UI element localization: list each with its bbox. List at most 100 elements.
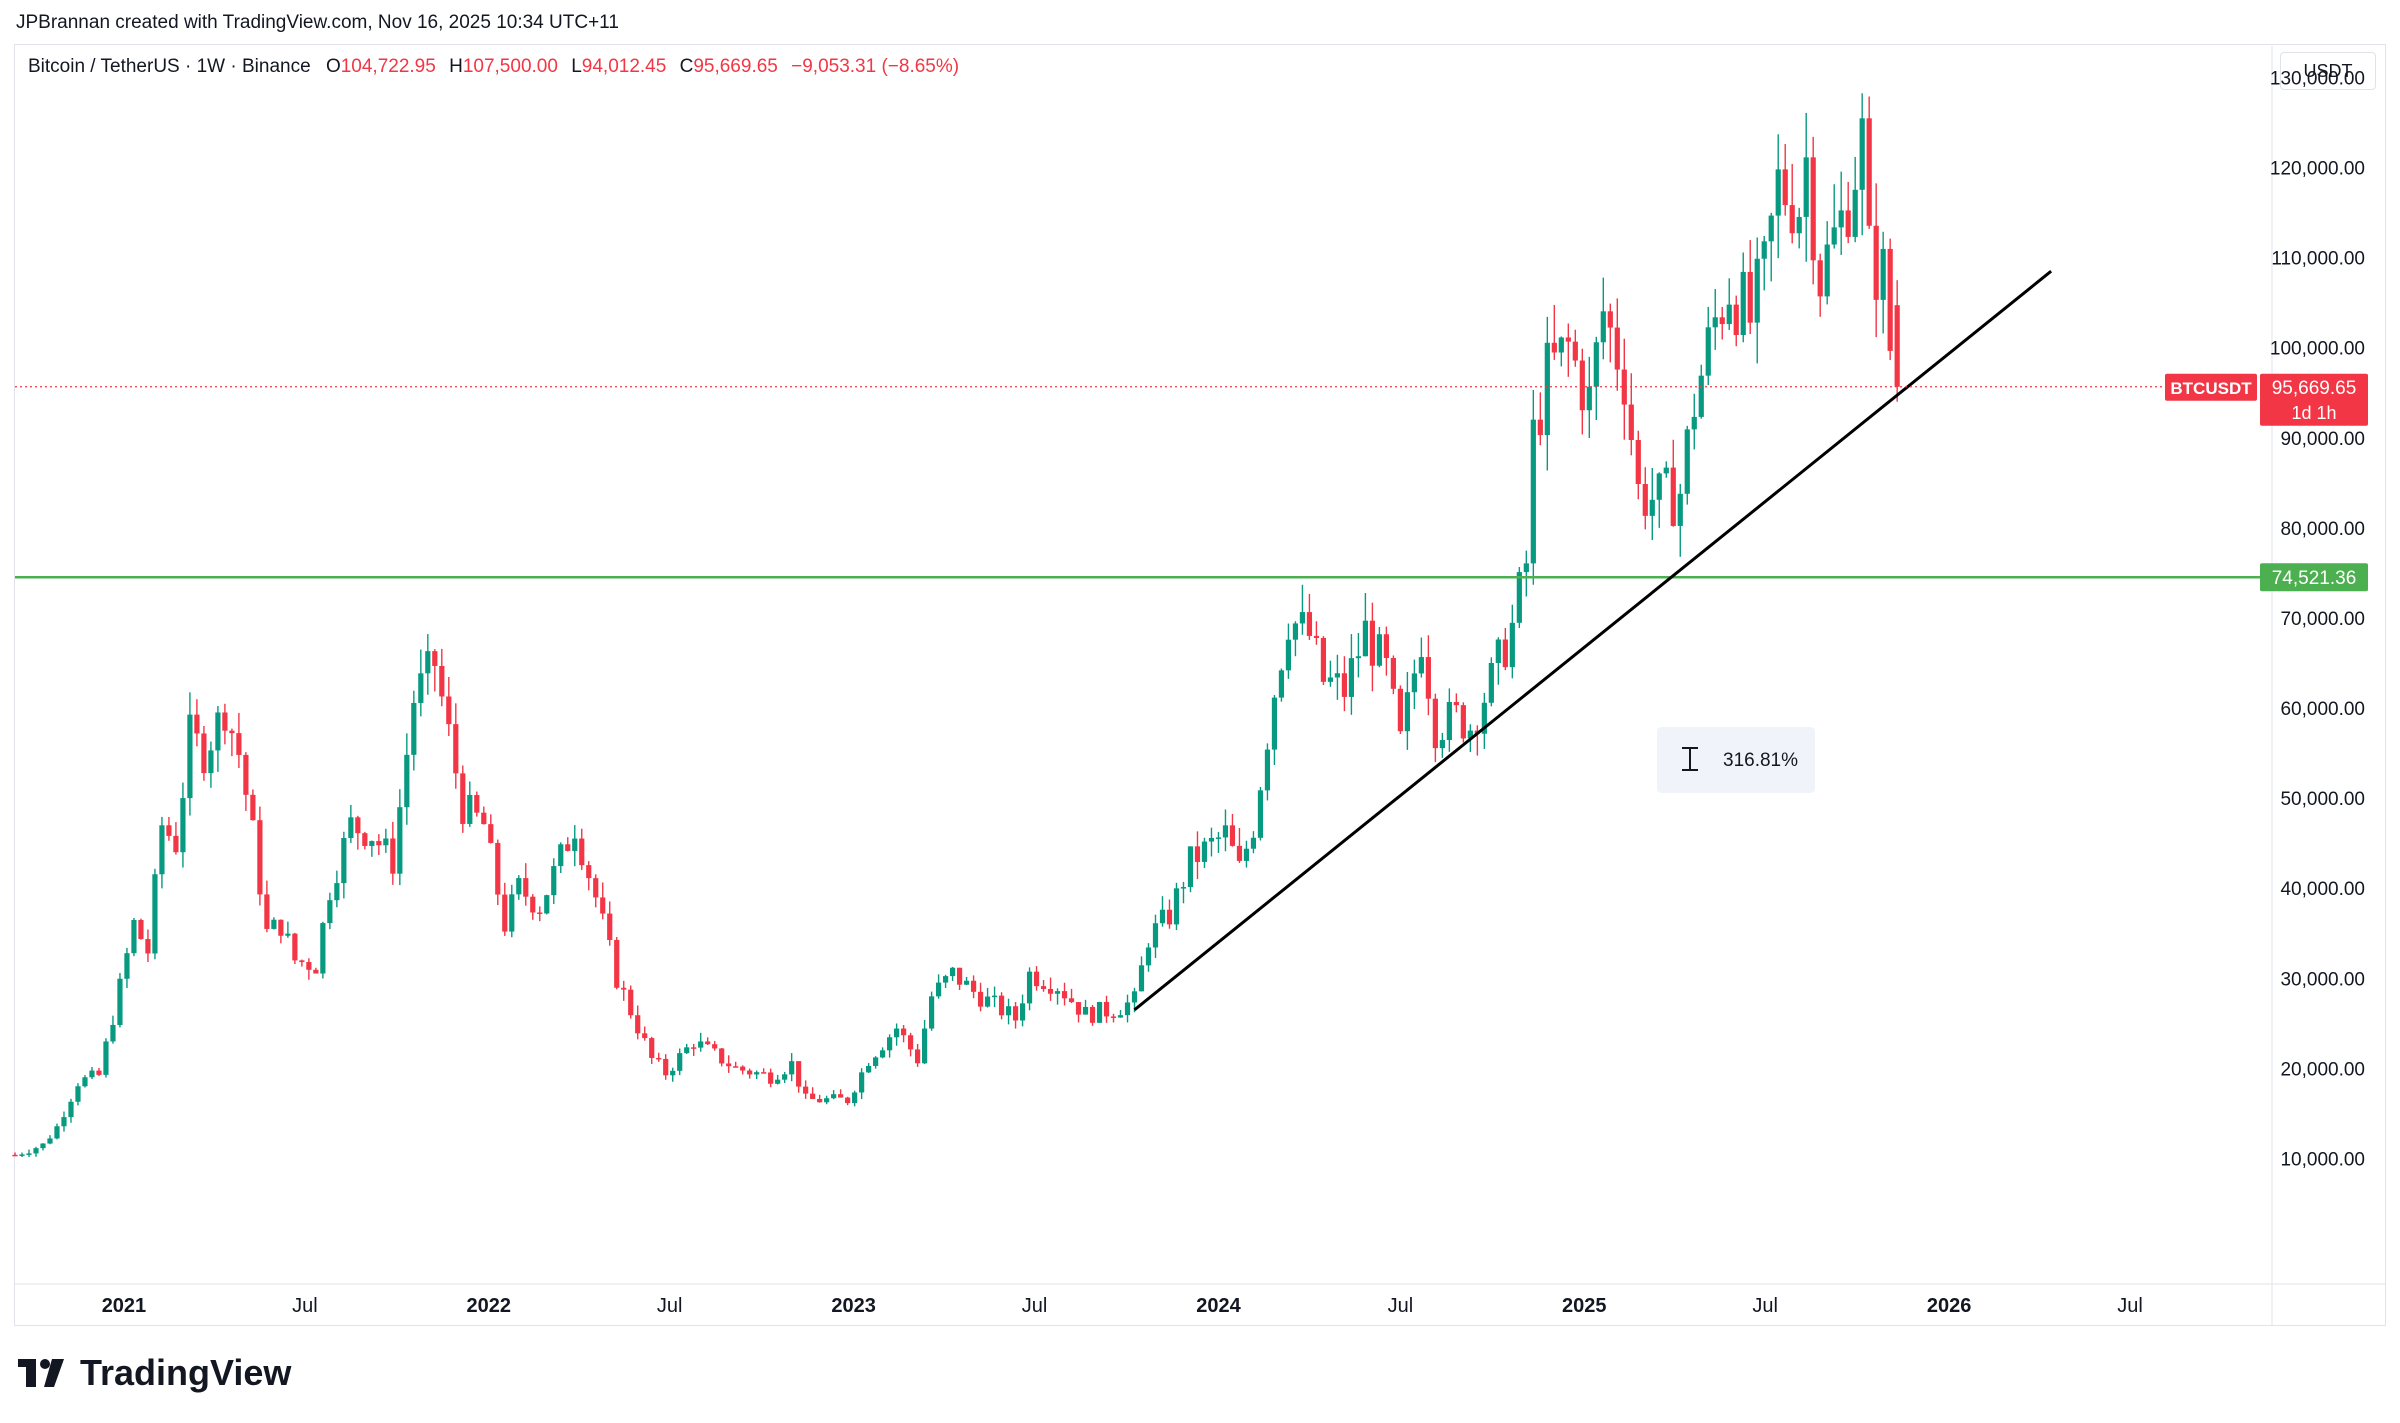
candle-body bbox=[1341, 673, 1348, 697]
candle-body bbox=[264, 894, 270, 929]
candle-body bbox=[635, 1015, 641, 1034]
bar-countdown: 1d 1h bbox=[2291, 403, 2336, 423]
candle-body bbox=[677, 1053, 683, 1071]
candle-body bbox=[194, 714, 200, 734]
y-tick-label: 50,000.00 bbox=[2280, 789, 2365, 810]
candle-body bbox=[1040, 986, 1047, 989]
candle-body bbox=[887, 1037, 893, 1051]
candle-body bbox=[1180, 887, 1187, 889]
candle-body bbox=[1866, 118, 1872, 226]
candle-body bbox=[768, 1072, 774, 1084]
candle-body bbox=[285, 933, 291, 936]
y-tick-label: 60,000.00 bbox=[2280, 699, 2365, 720]
x-tick-label: 2026 bbox=[1927, 1295, 1972, 1317]
candle-body bbox=[761, 1072, 767, 1074]
candle-body bbox=[1320, 637, 1327, 682]
candle-body bbox=[1565, 337, 1571, 342]
candle-body bbox=[1838, 210, 1844, 228]
candle-body bbox=[1635, 440, 1641, 484]
candle-body bbox=[432, 651, 438, 666]
tradingview-logo: TradingView bbox=[18, 1352, 291, 1394]
candle-body bbox=[1397, 688, 1403, 732]
candle-body bbox=[1642, 483, 1648, 516]
candle-body bbox=[1068, 998, 1075, 1003]
candle-body bbox=[278, 919, 284, 936]
candle-body bbox=[998, 995, 1005, 1016]
candle-body bbox=[1047, 988, 1054, 994]
candle-body bbox=[1418, 657, 1424, 674]
high-label: H bbox=[449, 56, 463, 77]
candle-body bbox=[942, 976, 949, 983]
candle-body bbox=[1726, 304, 1732, 325]
candle-body bbox=[1432, 698, 1438, 749]
candle-body bbox=[915, 1049, 921, 1064]
candle-body bbox=[1509, 622, 1515, 668]
candle-body bbox=[1376, 634, 1382, 666]
candle-body bbox=[1789, 205, 1795, 234]
y-tick-label: 120,000.00 bbox=[2270, 159, 2365, 180]
candle-body bbox=[1194, 846, 1201, 862]
measure-label: 316.81% bbox=[1723, 750, 1798, 771]
candle-body bbox=[1614, 327, 1620, 370]
candle-body bbox=[89, 1070, 95, 1078]
low-label: L bbox=[571, 56, 582, 77]
candle-body bbox=[796, 1061, 802, 1087]
candle-body bbox=[1271, 697, 1278, 750]
candle-body bbox=[460, 773, 466, 824]
candle-body bbox=[446, 696, 452, 725]
candle-body bbox=[355, 817, 361, 834]
symbol-tag bbox=[2165, 373, 2257, 401]
candle-body bbox=[1495, 639, 1501, 663]
candle-body bbox=[334, 883, 340, 901]
candle-body bbox=[1705, 327, 1711, 376]
symbol-title[interactable]: Bitcoin / TetherUS · 1W · Binance bbox=[28, 56, 311, 77]
candle-body bbox=[1215, 837, 1222, 839]
candle-body bbox=[593, 878, 599, 898]
change-value: −9,053.31 (−8.65%) bbox=[791, 56, 960, 77]
symbol-tag-label: BTCUSDT bbox=[2170, 379, 2252, 398]
candle-body bbox=[1747, 271, 1753, 323]
candle-body bbox=[1775, 169, 1781, 216]
candle-body bbox=[40, 1143, 46, 1149]
x-tick-label: Jul bbox=[1022, 1295, 1048, 1317]
candle-body bbox=[1103, 1002, 1110, 1017]
candle-body bbox=[453, 724, 459, 774]
candle-body bbox=[362, 833, 368, 846]
candle-body bbox=[530, 896, 536, 913]
candle-body bbox=[1600, 311, 1606, 343]
chart-credit: JPBrannan created with TradingView.com, … bbox=[16, 12, 619, 33]
candle-body bbox=[1670, 467, 1676, 526]
candle-body bbox=[1845, 210, 1851, 237]
candle-body bbox=[1152, 923, 1159, 948]
candle-body bbox=[208, 750, 214, 774]
candle-body bbox=[586, 865, 592, 879]
x-tick-label: Jul bbox=[1752, 1295, 1778, 1317]
candle-body bbox=[1327, 677, 1334, 682]
candle-body bbox=[1089, 1006, 1096, 1023]
candle-body bbox=[1859, 118, 1865, 190]
currency-button[interactable]: USDT bbox=[2280, 52, 2376, 90]
candle-body bbox=[1796, 216, 1802, 234]
candle-body bbox=[1880, 248, 1886, 300]
y-tick-label: 10,000.00 bbox=[2280, 1149, 2365, 1170]
candle-body bbox=[1446, 702, 1452, 741]
candle-body bbox=[166, 825, 172, 836]
candle-body bbox=[320, 923, 326, 974]
candle-body bbox=[1691, 416, 1697, 430]
close-label: C bbox=[679, 56, 694, 77]
tradingview-logo-icon bbox=[18, 1359, 64, 1387]
candle-body bbox=[1754, 258, 1760, 323]
candle-body bbox=[467, 794, 473, 824]
candle-body bbox=[1425, 657, 1431, 699]
candle-body bbox=[1257, 790, 1264, 838]
candle-body bbox=[1306, 612, 1313, 636]
candle-body bbox=[642, 1033, 648, 1039]
candle-body bbox=[747, 1070, 753, 1075]
candle-body bbox=[1201, 841, 1208, 862]
candle-body bbox=[1558, 337, 1564, 353]
candle-body bbox=[54, 1126, 60, 1139]
candle-body bbox=[1131, 991, 1138, 1003]
x-tick-label: 2021 bbox=[102, 1295, 147, 1317]
candle-body bbox=[782, 1074, 788, 1080]
